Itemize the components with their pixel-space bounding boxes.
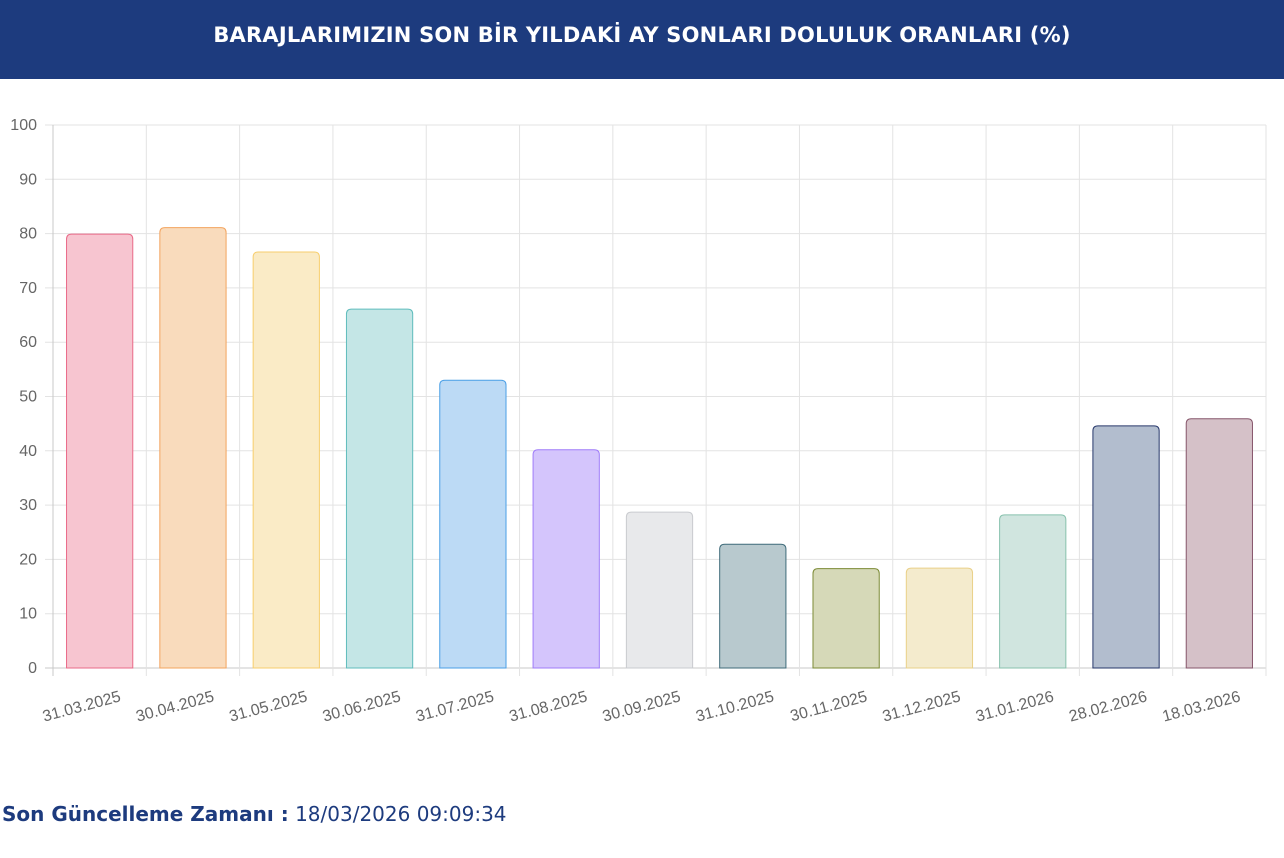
y-tick-label: 10 bbox=[19, 606, 37, 623]
x-tick-label: 28.02.2026 bbox=[1067, 688, 1149, 725]
y-tick-label: 20 bbox=[19, 551, 37, 568]
x-tick-label: 30.04.2025 bbox=[134, 688, 216, 725]
bar-31-08-2025[interactable] bbox=[532, 449, 600, 669]
bar-30-06-2025[interactable] bbox=[345, 308, 414, 669]
page-header: BARAJLARIMIZIN SON BİR YILDAKİ AY SONLAR… bbox=[0, 0, 1284, 79]
last-update-label: Son Güncelleme Zamanı : bbox=[2, 802, 289, 826]
bar-28-02-2026[interactable] bbox=[1092, 425, 1160, 669]
chart-title: BARAJLARIMIZIN SON BİR YILDAKİ AY SONLAR… bbox=[213, 22, 1071, 47]
x-tick-label: 31.05.2025 bbox=[228, 688, 310, 725]
y-tick-label: 70 bbox=[19, 280, 37, 297]
grid-lines bbox=[45, 124, 1267, 676]
y-tick-label: 30 bbox=[19, 497, 37, 514]
y-tick-label: 40 bbox=[19, 443, 37, 460]
last-update: Son Güncelleme Zamanı : 18/03/2026 09:09… bbox=[2, 802, 507, 826]
bar-31-10-2025[interactable] bbox=[719, 543, 787, 669]
x-tick-label: 30.09.2025 bbox=[601, 688, 683, 725]
x-tick-label: 31.08.2025 bbox=[507, 688, 589, 725]
y-tick-label: 60 bbox=[19, 334, 37, 351]
y-tick-label: 80 bbox=[19, 226, 37, 243]
x-axis-ticks: 31.03.2025 30.04.2025 31.05.2025 30.06.2025… bbox=[41, 688, 1243, 725]
x-tick-label: 31.07.2025 bbox=[414, 688, 496, 725]
bars bbox=[66, 227, 1253, 669]
bar-31-07-2025[interactable] bbox=[439, 379, 507, 669]
x-tick-label: 31.01.2026 bbox=[974, 688, 1056, 725]
bar-31-03-2025[interactable] bbox=[66, 233, 134, 669]
bar-31-05-2025[interactable] bbox=[252, 251, 320, 669]
bar-chart: 0 10 20 30 40 50 60 70 80 90 100 31.03.2025 30.04.2… bbox=[10, 117, 1267, 726]
x-tick-label: 18.03.2026 bbox=[1161, 688, 1243, 725]
last-update-value: 18/03/2026 09:09:34 bbox=[295, 802, 507, 826]
y-tick-label: 90 bbox=[19, 171, 37, 188]
bar-31-01-2026[interactable] bbox=[999, 514, 1067, 669]
x-tick-label: 30.11.2025 bbox=[789, 688, 870, 725]
x-tick-label: 30.06.2025 bbox=[321, 688, 403, 725]
bar-30-09-2025[interactable] bbox=[625, 511, 694, 669]
y-axis-ticks: 0 10 20 30 40 50 60 70 80 90 100 bbox=[10, 117, 37, 677]
bar-31-12-2025[interactable] bbox=[905, 567, 974, 669]
x-tick-label: 31.12.2025 bbox=[881, 688, 963, 725]
bar-18-03-2026[interactable] bbox=[1185, 418, 1253, 669]
bar-30-11-2025[interactable] bbox=[812, 568, 880, 669]
x-tick-label: 31.03.2025 bbox=[41, 688, 123, 725]
bar-30-04-2025[interactable] bbox=[159, 227, 227, 669]
y-tick-label: 0 bbox=[28, 660, 37, 677]
y-tick-label: 100 bbox=[10, 117, 37, 134]
x-tick-label: 31.10.2025 bbox=[694, 688, 776, 725]
y-tick-label: 50 bbox=[19, 389, 37, 406]
